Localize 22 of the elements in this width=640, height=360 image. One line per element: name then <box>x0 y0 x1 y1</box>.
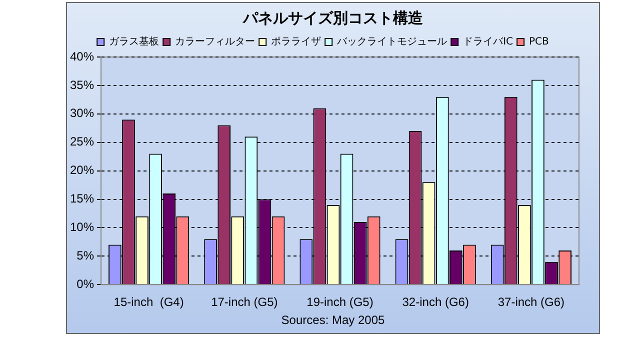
source-note: Sources: May 2005 <box>280 313 386 327</box>
x-tick-label: 32-inch (G6) <box>402 295 469 310</box>
y-tick-label: 30% <box>70 106 94 120</box>
x-tick-label: 15-inch (G4) <box>114 295 184 310</box>
y-tick-label: 40% <box>70 49 94 64</box>
y-tick-label: 10% <box>70 220 94 234</box>
y-tick-label: 35% <box>70 78 94 92</box>
y-tick-label: 20% <box>70 163 94 178</box>
x-tick-label: 17-inch (G5) <box>211 295 278 310</box>
legend-label: バックライトモジュール <box>336 36 448 48</box>
y-tick-label: 0% <box>76 276 94 291</box>
legend-label: ガラス基板 <box>109 36 160 48</box>
y-tick-label: 15% <box>70 192 94 206</box>
x-tick-label: 37-inch (G6) <box>498 295 565 310</box>
x-tick-label: 19-inch (G5) <box>306 295 374 310</box>
y-tick-label: 25% <box>70 134 94 149</box>
chart-title: パネルサイズ別コスト構造 <box>242 9 424 28</box>
legend-label: PCB <box>529 36 550 48</box>
legend-label: ドライバIC <box>463 36 514 48</box>
legend-label: カラーフィルター <box>175 36 256 48</box>
y-tick-label: 5% <box>76 248 94 262</box>
legend-label: ポラライザ <box>271 36 322 48</box>
